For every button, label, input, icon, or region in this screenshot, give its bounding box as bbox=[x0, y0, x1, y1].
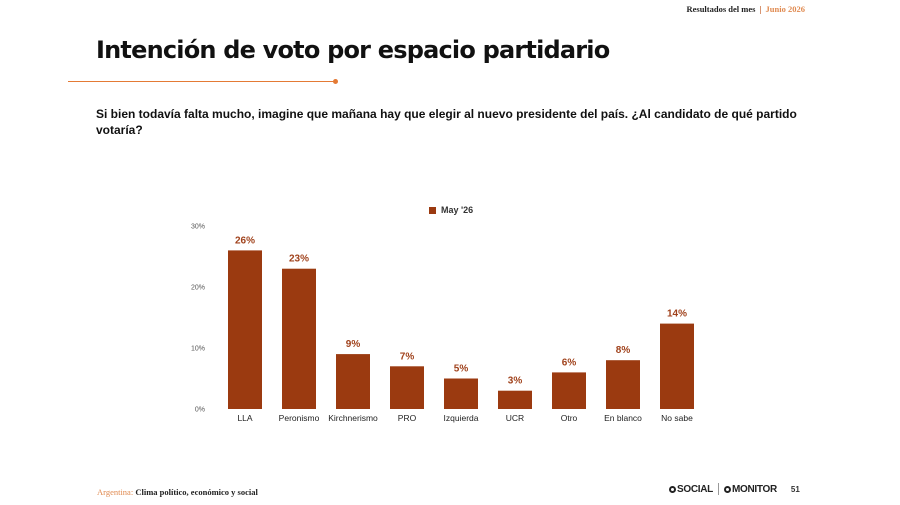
page-number: 51 bbox=[790, 484, 800, 494]
category-label: En blanco bbox=[604, 413, 642, 423]
footer-topic: Clima político, económico y social bbox=[135, 487, 258, 497]
data-label: 14% bbox=[667, 309, 687, 320]
chart-legend: May '26 bbox=[429, 205, 473, 215]
bar bbox=[660, 323, 694, 409]
header-section-label: Resultados del mes | Junio 2026 bbox=[686, 4, 805, 14]
category-label: Kirchnerismo bbox=[328, 413, 378, 423]
category-label: UCR bbox=[506, 413, 524, 423]
bar bbox=[390, 366, 424, 409]
bar bbox=[552, 372, 586, 409]
header-section: Resultados del mes bbox=[686, 4, 756, 14]
legend-swatch bbox=[429, 206, 436, 214]
bar bbox=[498, 390, 532, 409]
brand-social-logo: SOCIAL bbox=[669, 484, 713, 495]
bar bbox=[336, 354, 370, 409]
brand-ring-icon bbox=[669, 485, 676, 493]
data-label: 7% bbox=[400, 351, 415, 362]
data-label: 8% bbox=[616, 345, 631, 356]
footer-caption: Argentina: Clima político, económico y s… bbox=[97, 487, 258, 497]
bar bbox=[282, 268, 316, 409]
brand-monitor-text: MONITOR bbox=[731, 483, 777, 495]
category-label: Otro bbox=[561, 413, 578, 423]
y-tick-label: 30% bbox=[191, 224, 205, 231]
brand-monitor-logo: MONITOR bbox=[723, 483, 777, 495]
title-underline-dot bbox=[333, 79, 338, 84]
header-period: Junio 2026 bbox=[765, 4, 805, 14]
category-label: LLA bbox=[237, 413, 252, 423]
survey-question: Si bien todavía falta mucho, imagine que… bbox=[96, 107, 797, 137]
category-label: PRO bbox=[398, 413, 417, 423]
data-label: 6% bbox=[562, 357, 577, 368]
title-underline bbox=[68, 81, 336, 82]
data-label: 26% bbox=[235, 235, 255, 246]
y-tick-label: 0% bbox=[195, 407, 205, 414]
brand-divider bbox=[717, 483, 719, 495]
y-tick-label: 20% bbox=[191, 285, 205, 292]
y-tick-label: 10% bbox=[191, 346, 205, 353]
bar bbox=[444, 378, 478, 409]
brand-social-text: SOCIAL bbox=[677, 483, 713, 495]
page-title: Intención de voto por espacio partidario bbox=[96, 36, 610, 64]
category-label: No sabe bbox=[661, 413, 693, 423]
data-label: 3% bbox=[508, 376, 523, 387]
data-label: 5% bbox=[454, 364, 469, 375]
data-label: 9% bbox=[346, 339, 361, 350]
category-label: Izquierda bbox=[444, 413, 479, 423]
header-separator: | bbox=[759, 4, 762, 14]
legend-label: May '26 bbox=[441, 205, 474, 215]
bar bbox=[228, 250, 262, 409]
footer-brands: SOCIAL MONITOR 51 bbox=[669, 483, 800, 495]
footer-country: Argentina: bbox=[97, 487, 134, 497]
brand-ring-icon bbox=[723, 485, 731, 493]
bar bbox=[606, 360, 640, 409]
category-label: Peronismo bbox=[279, 413, 320, 423]
data-label: 23% bbox=[289, 254, 309, 265]
